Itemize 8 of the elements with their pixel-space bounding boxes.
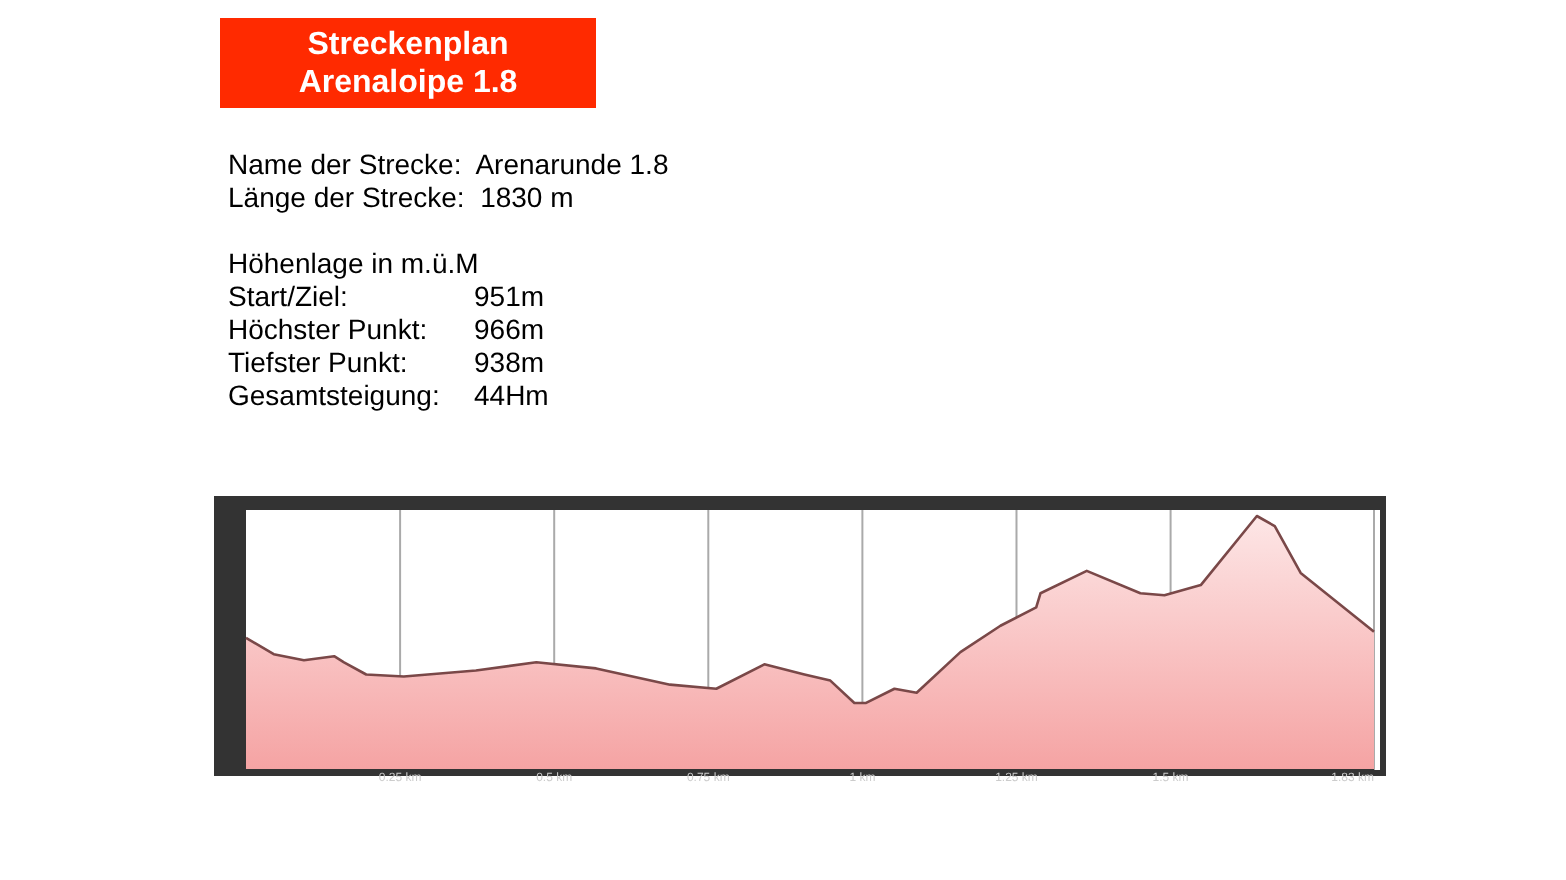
text: Gesamtsteigung: 44Hm — [228, 379, 549, 411]
text: Start/Ziel: 951m — [228, 280, 545, 312]
text: Höchster Punkt: 966m — [228, 313, 545, 345]
text: Streckenplan Arenaloipe 1.8 — [298, 28, 518, 100]
text: Höhenlage in m.ü.M — [228, 247, 479, 279]
text: Name der Strecke: Arenarunde 1.8 — [228, 148, 669, 180]
text: Länge der Strecke: 1830 m — [228, 181, 574, 213]
text: Tiefster Punkt: 938m — [228, 346, 545, 378]
